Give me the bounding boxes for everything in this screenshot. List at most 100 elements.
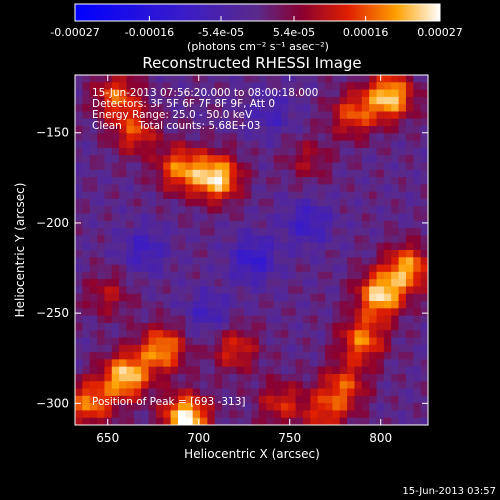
heatmap-cell	[214, 410, 223, 419]
heatmap-cell	[413, 359, 422, 368]
heatmap-cell	[111, 301, 120, 309]
heatmap-cell	[229, 198, 238, 207]
heatmap-cell	[339, 257, 348, 266]
heatmap-cell	[280, 322, 289, 331]
heatmap-cell	[236, 206, 245, 215]
heatmap-cell	[244, 213, 253, 222]
heatmap-cell	[391, 250, 400, 258]
heatmap-cell	[302, 337, 311, 346]
heatmap-cell	[222, 242, 231, 251]
heatmap-cell	[332, 293, 341, 302]
heatmap-cell	[420, 344, 428, 353]
heatmap-cell	[369, 184, 378, 193]
heatmap-cell	[251, 388, 260, 397]
heatmap-cell	[200, 140, 208, 149]
heatmap-cell	[376, 301, 385, 309]
heatmap-cell	[82, 177, 91, 185]
heatmap-cell	[126, 344, 135, 353]
heatmap-cell	[155, 89, 164, 98]
heatmap-cell	[236, 235, 245, 244]
plot-frame	[74, 74, 429, 426]
heatmap-cell	[177, 381, 186, 390]
heatmap-cell	[141, 330, 150, 339]
heatmap-cell	[97, 250, 106, 258]
heatmap-cell	[347, 147, 356, 156]
heatmap-cell	[104, 337, 113, 346]
heatmap-cell	[413, 293, 422, 302]
heatmap-cell	[361, 410, 370, 419]
heatmap-cell	[361, 235, 370, 244]
heatmap-cell	[119, 213, 128, 222]
heatmap-cell	[317, 118, 326, 127]
heatmap-cell	[104, 410, 113, 419]
heatmap-cell	[97, 133, 106, 142]
heatmap-cell	[82, 403, 91, 412]
heatmap-cell	[133, 257, 142, 266]
heatmap-cell	[413, 191, 422, 200]
heatmap-cell	[141, 344, 150, 353]
heatmap-cell	[420, 184, 428, 193]
heatmap-cell	[376, 147, 385, 156]
heatmap-cell	[155, 104, 164, 113]
heatmap-cell	[369, 257, 378, 266]
heatmap-cell	[266, 82, 275, 91]
heatmap-cell	[347, 235, 356, 244]
heatmap-cell	[141, 213, 150, 222]
heatmap-cell	[376, 279, 385, 288]
heatmap-cell	[288, 257, 297, 266]
heatmap-cell	[75, 381, 83, 390]
heatmap-cell	[200, 344, 208, 353]
heatmap-cell	[398, 257, 407, 266]
heatmap-cell	[251, 162, 260, 171]
heatmap-cell	[317, 220, 326, 229]
heatmap-cell	[266, 403, 275, 412]
heatmap-cell	[302, 82, 311, 91]
heatmap-cell	[310, 308, 319, 317]
heatmap-cell	[155, 242, 164, 251]
heatmap-cell	[229, 89, 238, 98]
heatmap-cell	[170, 373, 179, 382]
heatmap-cell	[317, 82, 326, 91]
heatmap-cell	[148, 417, 157, 425]
heatmap-cell	[347, 118, 356, 127]
heatmap-cell	[413, 133, 422, 142]
heatmap-cell	[310, 388, 319, 397]
heatmap-cell	[97, 89, 106, 98]
heatmap-cell	[75, 96, 83, 105]
heatmap-cell	[222, 133, 231, 142]
heatmap-cell	[141, 96, 150, 105]
heatmap-cell	[288, 75, 297, 83]
heatmap-cell	[251, 118, 260, 127]
heatmap-cell	[288, 344, 297, 353]
heatmap-cell	[163, 417, 172, 425]
heatmap-cell	[332, 184, 341, 193]
heatmap-cell	[347, 140, 356, 149]
heatmap-cell	[133, 126, 142, 134]
heatmap-cell	[222, 191, 231, 200]
heatmap-cell	[251, 395, 260, 404]
heatmap-cell	[361, 373, 370, 382]
heatmap-cell	[302, 373, 311, 382]
heatmap-cell	[317, 271, 326, 280]
heatmap-cell	[332, 352, 341, 360]
heatmap-cell	[347, 344, 356, 353]
heatmap-cell	[119, 366, 128, 375]
heatmap-cell	[214, 111, 223, 120]
heatmap-cell	[222, 220, 231, 229]
heatmap-cell	[119, 133, 128, 142]
heatmap-cell	[185, 104, 194, 113]
heatmap-cell	[251, 140, 260, 149]
heatmap-cell	[111, 96, 120, 105]
heatmap-cell	[244, 191, 253, 200]
heatmap-cell	[369, 388, 378, 397]
heatmap-cell	[317, 322, 326, 331]
heatmap-cell	[354, 381, 363, 390]
heatmap-cell	[214, 337, 223, 346]
heatmap-cell	[398, 344, 407, 353]
heatmap-cell	[280, 366, 289, 375]
heatmap-cell	[310, 271, 319, 280]
heatmap-cell	[192, 96, 201, 105]
heatmap-cell	[302, 220, 311, 229]
heatmap-cell	[244, 395, 253, 404]
heatmap-cell	[383, 111, 392, 120]
